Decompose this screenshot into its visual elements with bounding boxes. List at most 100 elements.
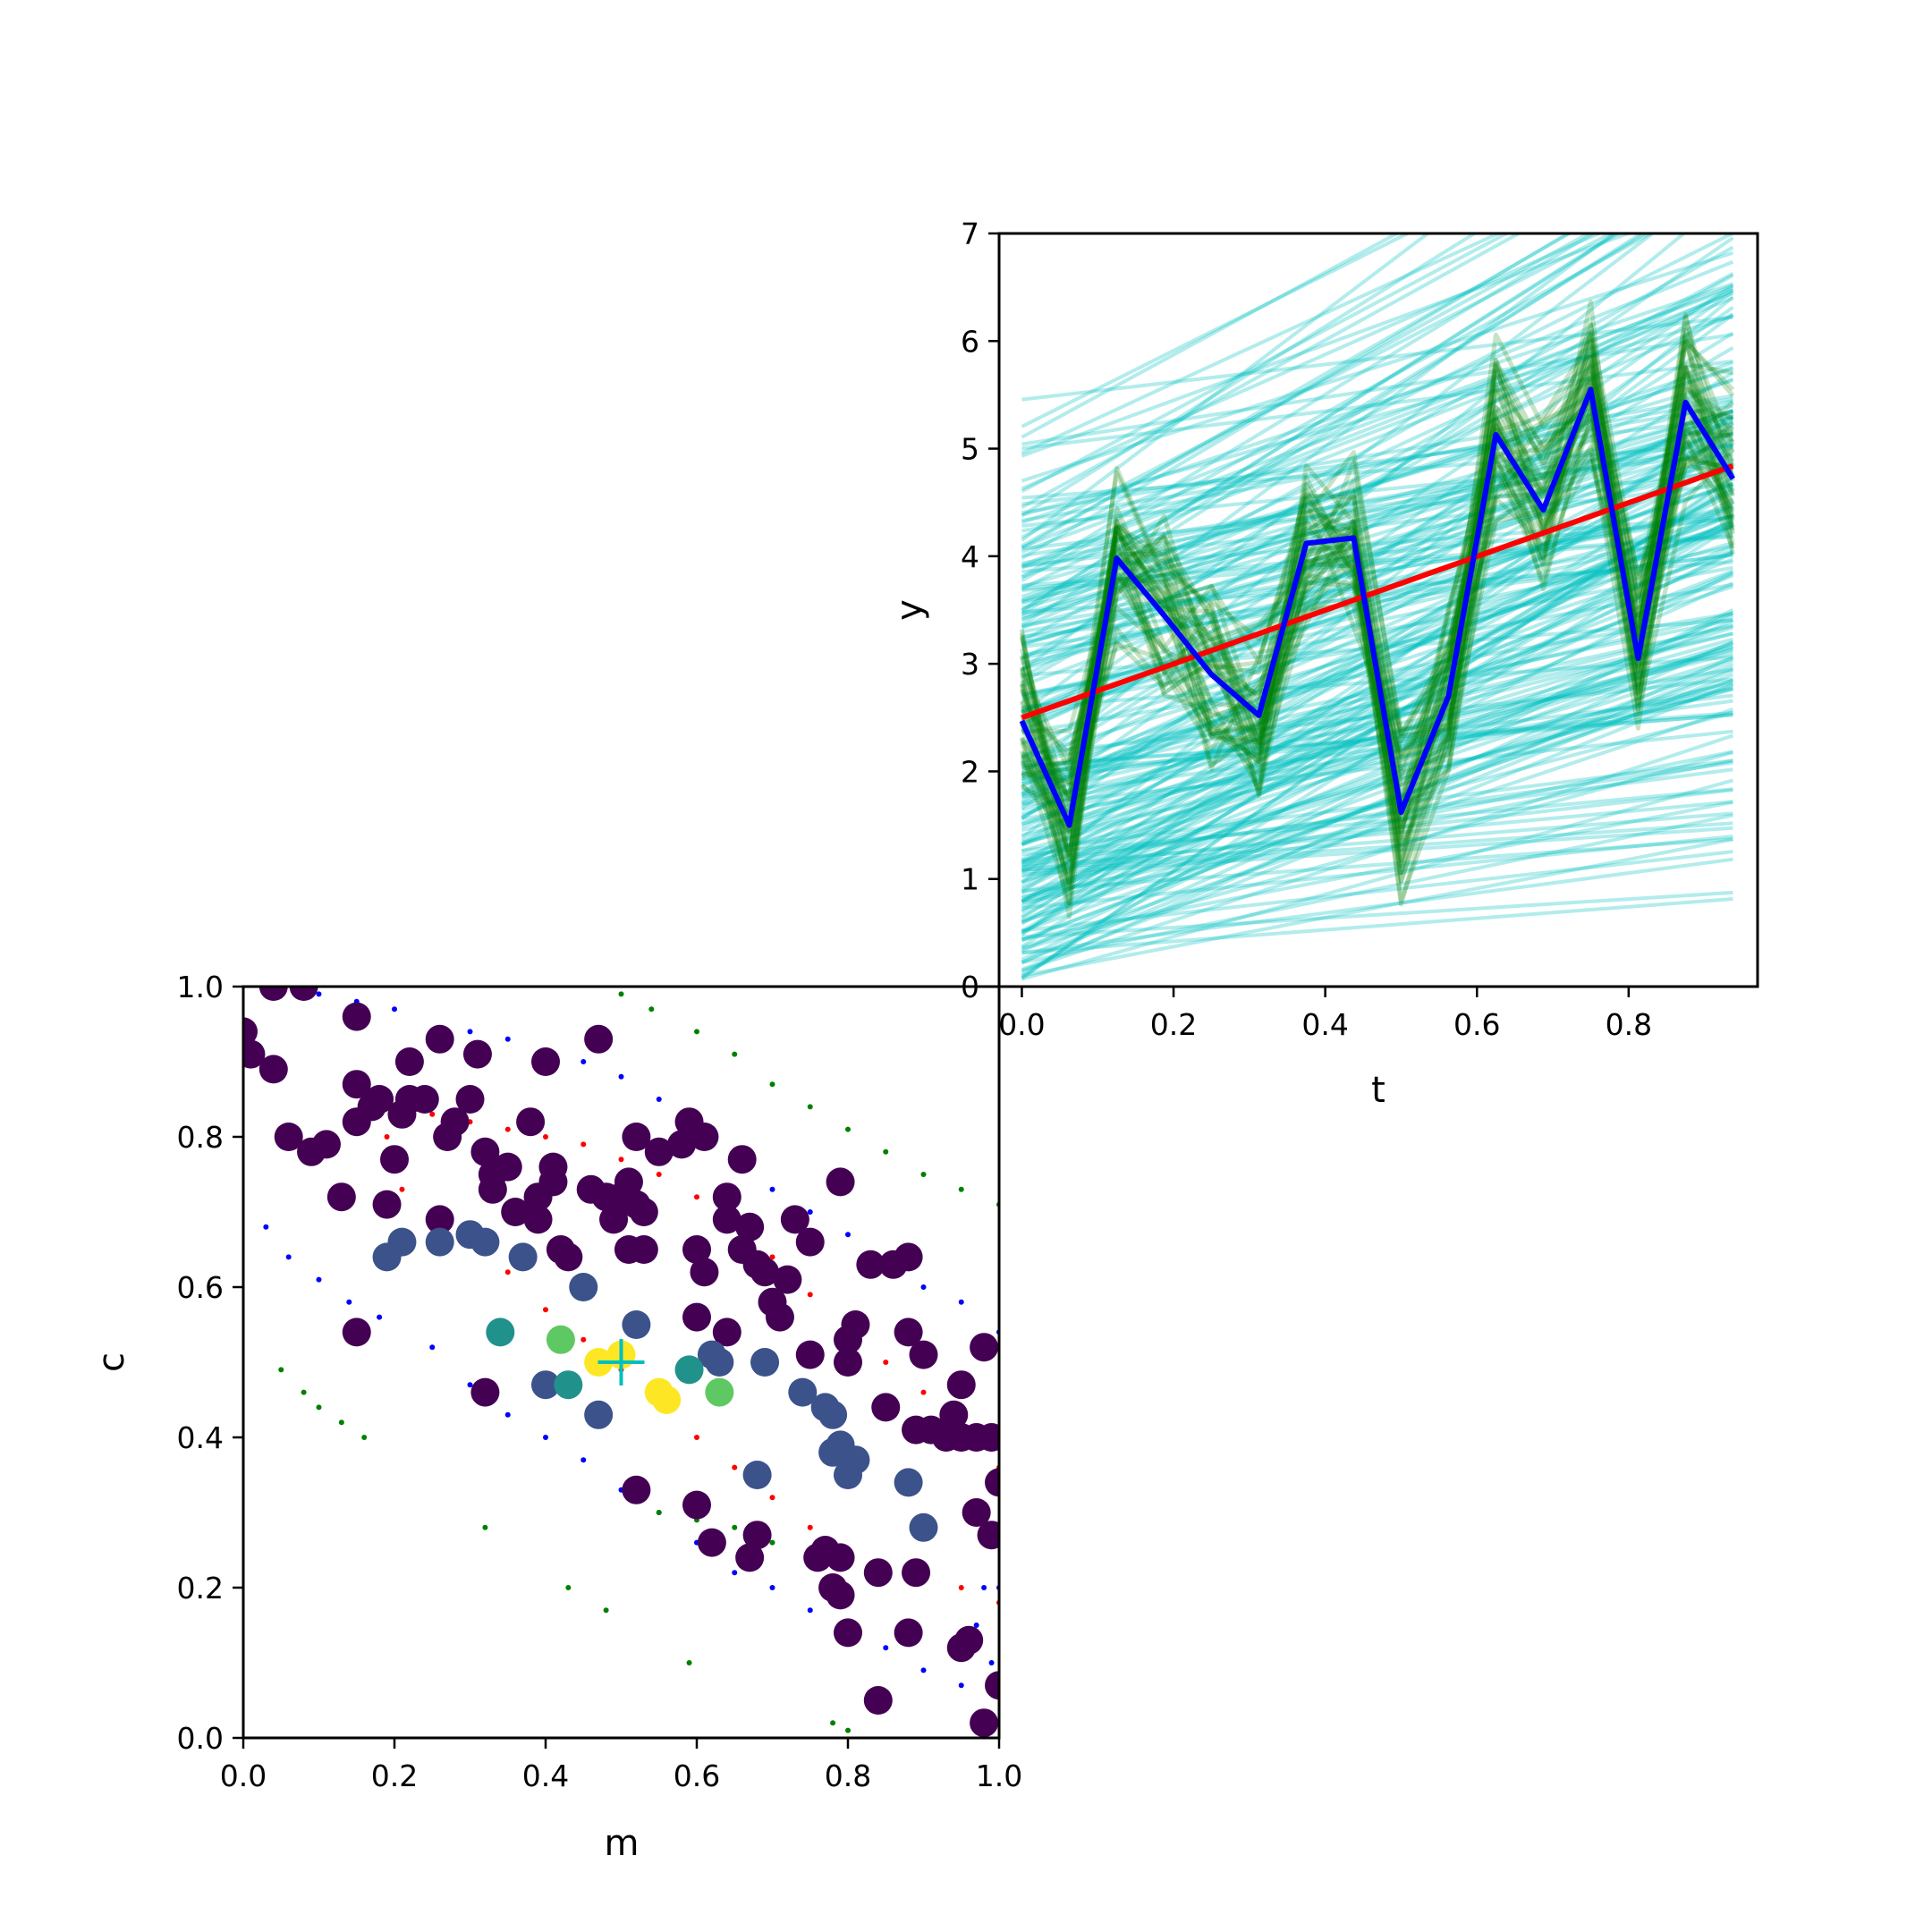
scatter-point	[818, 1400, 848, 1429]
ensemble-line	[1021, 513, 1734, 781]
ensemble-line	[1021, 233, 1503, 455]
contour-dot	[694, 1435, 699, 1440]
ensemble-line	[1021, 233, 1622, 613]
noisy-line	[1021, 404, 1735, 771]
contour-dot	[807, 1607, 813, 1614]
contour-dot	[920, 1284, 927, 1290]
parameter-space-chart: 0.0 0.2 0.4 0.6 0.8 1.0 0.0 0.2 0.4 0.6 0.8 1.0 m c	[91, 970, 1022, 1864]
ensemble-line	[1021, 733, 1734, 972]
ensemble-line	[1021, 543, 1734, 861]
ensemble-line	[1021, 750, 1733, 899]
ensemble-line	[1021, 631, 1733, 812]
scatter-point	[894, 1242, 923, 1272]
ensemble-line	[1021, 425, 1734, 870]
contour-dot	[958, 1682, 964, 1689]
ensemble-line	[1021, 233, 1655, 582]
ensemble-line	[1021, 644, 1733, 853]
scatter-point	[826, 1167, 855, 1197]
ensemble-line	[1021, 800, 1733, 869]
scatter-point	[773, 1265, 802, 1294]
ensemble-line	[1021, 778, 1733, 981]
ensemble-line	[1021, 482, 1734, 949]
ensemble-line	[1021, 443, 1733, 558]
scatter-point	[690, 1258, 719, 1287]
contour-dot	[467, 1382, 473, 1388]
noisy-line	[1021, 358, 1734, 826]
contour-dot	[580, 1336, 587, 1343]
ensemble-line	[1021, 837, 1733, 978]
ensemble-line	[1021, 233, 1734, 591]
x-tick-label: 0.4	[522, 1758, 569, 1793]
noisy-line	[1021, 330, 1735, 848]
ensemble-line	[1021, 476, 1734, 980]
ensemble-line	[1021, 516, 1734, 936]
ensemble-line	[1021, 618, 1733, 678]
ensemble-line	[1021, 811, 1733, 872]
ensemble-line	[1021, 485, 1734, 919]
ensemble-line	[1021, 272, 1734, 661]
ensemble-line	[1021, 569, 1734, 847]
scatter-point	[425, 1227, 454, 1257]
ensemble-line	[1021, 233, 1687, 778]
scatter-point	[780, 1205, 809, 1234]
contour-dot	[807, 1524, 813, 1530]
ensemble-line	[1021, 686, 1733, 821]
contour-dot	[285, 1254, 292, 1260]
x-tick-label: 0.2	[371, 1758, 418, 1793]
contour-dot	[504, 1269, 511, 1275]
contour-dot	[981, 1585, 987, 1590]
scatter-point	[516, 1107, 546, 1137]
scatter-point	[440, 1107, 470, 1137]
ensemble-line	[1021, 245, 1734, 643]
scatter-point	[863, 1558, 893, 1588]
ensemble-line	[1021, 442, 1733, 500]
contour-dot	[920, 1667, 927, 1674]
ensemble-line	[1021, 432, 1734, 803]
parameter-space-xlabel: m	[605, 1823, 640, 1864]
ensemble-line	[1021, 758, 1733, 853]
ensemble-line	[1021, 233, 1604, 491]
ensemble-line	[1021, 233, 1592, 548]
contour-dot	[958, 1585, 964, 1590]
scatter-point	[667, 1130, 697, 1159]
ensemble-line	[1021, 677, 1733, 757]
ensemble-line	[1021, 313, 1734, 839]
ensemble-line	[1021, 233, 1615, 539]
contour-dot	[482, 1524, 488, 1530]
contour-dot	[429, 1344, 436, 1351]
ensemble-line	[1021, 233, 1412, 428]
ensemble-line	[1021, 431, 1734, 659]
ensemble-line	[1021, 619, 1734, 923]
ensemble-line	[1021, 496, 1734, 926]
scatter-point	[569, 1273, 598, 1301]
ensemble-line	[1021, 504, 1734, 889]
ensemble-line	[1021, 612, 1733, 781]
ensemble-line	[1021, 415, 1734, 894]
ensemble-line	[1021, 377, 1734, 671]
scatter-point	[894, 1618, 923, 1648]
ensemble-line	[1021, 415, 1734, 688]
contour-dot	[565, 1585, 572, 1590]
scatter-point	[750, 1348, 780, 1377]
contour-dot	[694, 1029, 699, 1035]
contour-dot	[988, 1660, 995, 1665]
scatter-point	[365, 1085, 394, 1114]
scatter-point	[372, 1190, 402, 1219]
y-tick-label: 5	[961, 432, 979, 467]
ensemble-line	[1021, 463, 1733, 645]
ensemble-line	[1021, 623, 1733, 806]
scatter-point	[818, 1437, 848, 1467]
contour-dot	[732, 1051, 738, 1057]
ensemble-line	[1021, 611, 1734, 962]
ensemble-line	[1021, 647, 1734, 868]
ensemble-line	[1021, 667, 1733, 786]
ensemble-line	[1021, 284, 1734, 567]
scatter-point	[470, 1227, 500, 1257]
contour-dot	[429, 1111, 436, 1117]
ensemble-line	[1021, 233, 1401, 439]
ensemble-line	[1021, 273, 1734, 684]
contour-dot	[648, 1006, 655, 1013]
scatter-point	[902, 1558, 931, 1588]
